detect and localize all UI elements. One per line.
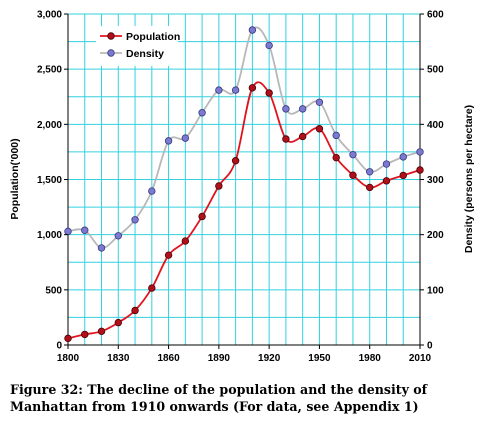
density-point — [198, 109, 206, 117]
population-point — [215, 182, 223, 190]
legend-population-label: Population — [126, 31, 180, 43]
tick-labels: 1800 1830 1860 1890 1920 1950 1980 201005001,00… — [37, 10, 444, 365]
y-left-tick-label: 1,500 — [37, 175, 62, 186]
density-line — [67, 26, 421, 249]
y-right-tick-label: 300 — [427, 175, 444, 186]
x-tick-label: 1830 — [107, 353, 130, 364]
density-point — [131, 216, 139, 224]
population-point — [366, 183, 374, 192]
population-point — [81, 330, 89, 339]
legend-density-label: Density — [126, 48, 164, 60]
density-point — [282, 105, 290, 113]
density-point — [332, 131, 340, 140]
x-tick-label: 1800 — [57, 353, 80, 364]
density-point — [81, 226, 89, 234]
density-point — [315, 98, 324, 106]
density-point — [265, 41, 273, 50]
population-point — [181, 237, 190, 245]
figure-caption: Figure 32: The decline of the population… — [10, 381, 480, 415]
chart: 1800 1830 1860 1890 1920 1950 1980 201005001,00… — [9, 10, 475, 365]
density-point — [298, 105, 307, 113]
y-right-tick-label: 400 — [427, 120, 444, 131]
population-point — [315, 125, 324, 133]
population-point — [231, 157, 240, 165]
population-point — [248, 84, 257, 92]
x-tick-label: 2010 — [409, 353, 432, 364]
y-right-tick-label: 0 — [427, 341, 433, 352]
density-point — [181, 134, 190, 142]
density-point — [399, 153, 407, 161]
x-tick-label: 1980 — [359, 353, 382, 364]
density-point — [64, 227, 72, 236]
density-point — [248, 26, 257, 34]
x-tick-label: 1920 — [258, 353, 281, 364]
population-point — [265, 89, 273, 97]
y-axis-label-left: Population('000) — [9, 138, 21, 219]
y-left-tick-label: 500 — [45, 285, 62, 296]
caption-line-2: Manhattan from 1910 onwards (For data, s… — [10, 399, 419, 414]
density-point — [215, 86, 223, 94]
population-point — [97, 327, 106, 336]
y-left-tick-label: 3,000 — [37, 10, 62, 21]
y-left-tick-label: 2,000 — [37, 120, 62, 131]
population-point — [198, 212, 206, 221]
x-tick-label: 1860 — [157, 353, 180, 364]
density-point — [231, 86, 240, 94]
density-point — [349, 150, 357, 159]
density-point — [114, 232, 122, 240]
y-right-tick-label: 200 — [427, 230, 444, 241]
population-point — [349, 171, 357, 179]
legend-density-marker — [107, 49, 115, 57]
y-right-tick-label: 600 — [427, 10, 444, 21]
population-point — [298, 132, 307, 141]
population-point — [114, 318, 122, 327]
density-point — [416, 148, 424, 156]
density-point — [382, 160, 391, 168]
legend-population-marker — [107, 32, 115, 40]
population-point — [332, 153, 340, 162]
density-series — [64, 26, 424, 252]
density-point — [164, 137, 173, 145]
population-point — [282, 135, 290, 143]
population-series — [64, 81, 424, 343]
population-point — [416, 166, 424, 174]
population-point — [148, 284, 156, 292]
caption-line-1: Figure 32: The decline of the population… — [10, 382, 428, 397]
population-line — [67, 81, 421, 340]
y-left-tick-label: 0 — [56, 341, 62, 352]
y-axis-label-right: Density (persons per hectare) — [463, 105, 475, 253]
y-left-tick-label: 1,000 — [37, 230, 62, 241]
legend: Population Density — [96, 26, 180, 66]
population-point — [131, 306, 139, 315]
x-tick-label: 1950 — [308, 353, 331, 364]
population-point — [64, 334, 72, 343]
population-point — [382, 177, 391, 185]
x-tick-label: 1890 — [208, 353, 231, 364]
y-right-tick-label: 500 — [427, 65, 444, 76]
density-point — [366, 168, 374, 176]
y-left-tick-label: 2,500 — [37, 65, 62, 76]
population-point — [399, 171, 407, 180]
y-right-tick-label: 100 — [427, 285, 444, 296]
density-point — [97, 244, 106, 252]
density-point — [148, 187, 156, 195]
population-point — [164, 251, 173, 259]
